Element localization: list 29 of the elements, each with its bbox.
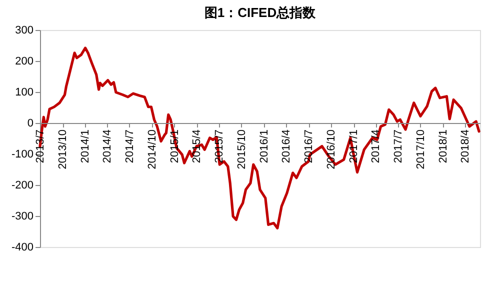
x-tick-label: 2015/10 [236,130,248,170]
y-tick-label: -200 [11,180,34,192]
x-tick-label: 2013/7 [34,130,46,164]
y-tick-label: -100 [11,148,34,160]
x-tick-label: 2016/4 [280,130,293,164]
x-tick-label: 2017/1 [348,130,360,164]
x-tick-label: 2015/7 [213,130,226,164]
x-tick-label: 2015/4 [191,130,204,164]
x-tick-label: 2018/4 [460,130,472,164]
y-tick-label: -400 [11,242,34,254]
y-tick-label: -300 [11,210,34,222]
x-tick-label: 2014/4 [102,130,114,164]
x-tick-label: 2016/10 [326,130,338,170]
x-tick-label: 2017/7 [392,130,404,164]
chart-title: 图1：CIFED总指数 [204,5,317,20]
x-tick-label: 2015/1 [169,130,181,164]
x-tick-label: 2017/4 [370,130,382,164]
x-tick-label: 2014/7 [124,130,136,164]
y-tick-label: 0 [27,118,34,130]
x-tick-label: 2018/1 [438,130,450,164]
y-tick-label: 100 [15,86,34,98]
x-tick-label: 2016/7 [303,130,316,164]
y-tick-label: 200 [15,56,34,68]
x-tick-label: 2014/10 [146,130,158,170]
x-tick-label: 2014/1 [80,130,92,164]
x-tick-label: 2013/10 [57,130,70,170]
x-tick-label: 2017/10 [414,130,427,170]
y-tick-label: 300 [15,24,34,36]
x-tick-label: 2016/1 [258,130,270,164]
